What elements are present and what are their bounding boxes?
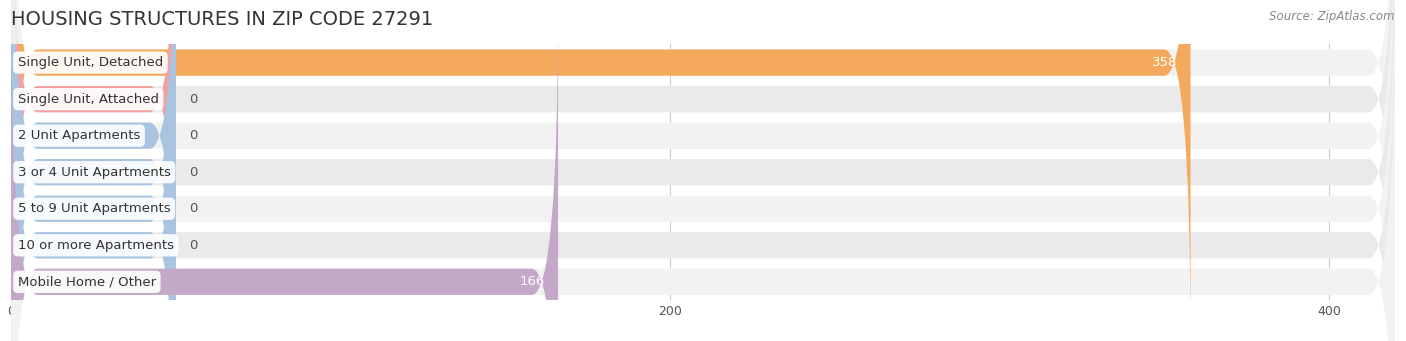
Text: 0: 0 xyxy=(190,239,197,252)
FancyBboxPatch shape xyxy=(11,0,176,341)
Text: 0: 0 xyxy=(190,129,197,142)
FancyBboxPatch shape xyxy=(11,3,1395,341)
Text: 0: 0 xyxy=(190,166,197,179)
FancyBboxPatch shape xyxy=(11,0,1395,341)
FancyBboxPatch shape xyxy=(11,0,1395,341)
Text: 166: 166 xyxy=(520,275,546,288)
Text: 10 or more Apartments: 10 or more Apartments xyxy=(18,239,174,252)
Text: 5 to 9 Unit Apartments: 5 to 9 Unit Apartments xyxy=(18,202,170,215)
Text: 3 or 4 Unit Apartments: 3 or 4 Unit Apartments xyxy=(18,166,170,179)
Text: Source: ZipAtlas.com: Source: ZipAtlas.com xyxy=(1270,10,1395,23)
FancyBboxPatch shape xyxy=(11,0,1395,341)
FancyBboxPatch shape xyxy=(11,3,558,341)
Text: 0: 0 xyxy=(190,93,197,106)
Text: Single Unit, Detached: Single Unit, Detached xyxy=(18,56,163,69)
FancyBboxPatch shape xyxy=(11,0,176,341)
FancyBboxPatch shape xyxy=(11,0,176,341)
Text: 2 Unit Apartments: 2 Unit Apartments xyxy=(18,129,141,142)
FancyBboxPatch shape xyxy=(11,0,1191,341)
FancyBboxPatch shape xyxy=(11,0,176,341)
FancyBboxPatch shape xyxy=(11,0,1395,341)
Text: 0: 0 xyxy=(190,202,197,215)
FancyBboxPatch shape xyxy=(11,0,176,341)
FancyBboxPatch shape xyxy=(11,0,1395,341)
Text: Mobile Home / Other: Mobile Home / Other xyxy=(18,275,156,288)
Text: Single Unit, Attached: Single Unit, Attached xyxy=(18,93,159,106)
Text: HOUSING STRUCTURES IN ZIP CODE 27291: HOUSING STRUCTURES IN ZIP CODE 27291 xyxy=(11,10,433,29)
FancyBboxPatch shape xyxy=(11,0,1395,341)
Text: 358: 358 xyxy=(1152,56,1177,69)
